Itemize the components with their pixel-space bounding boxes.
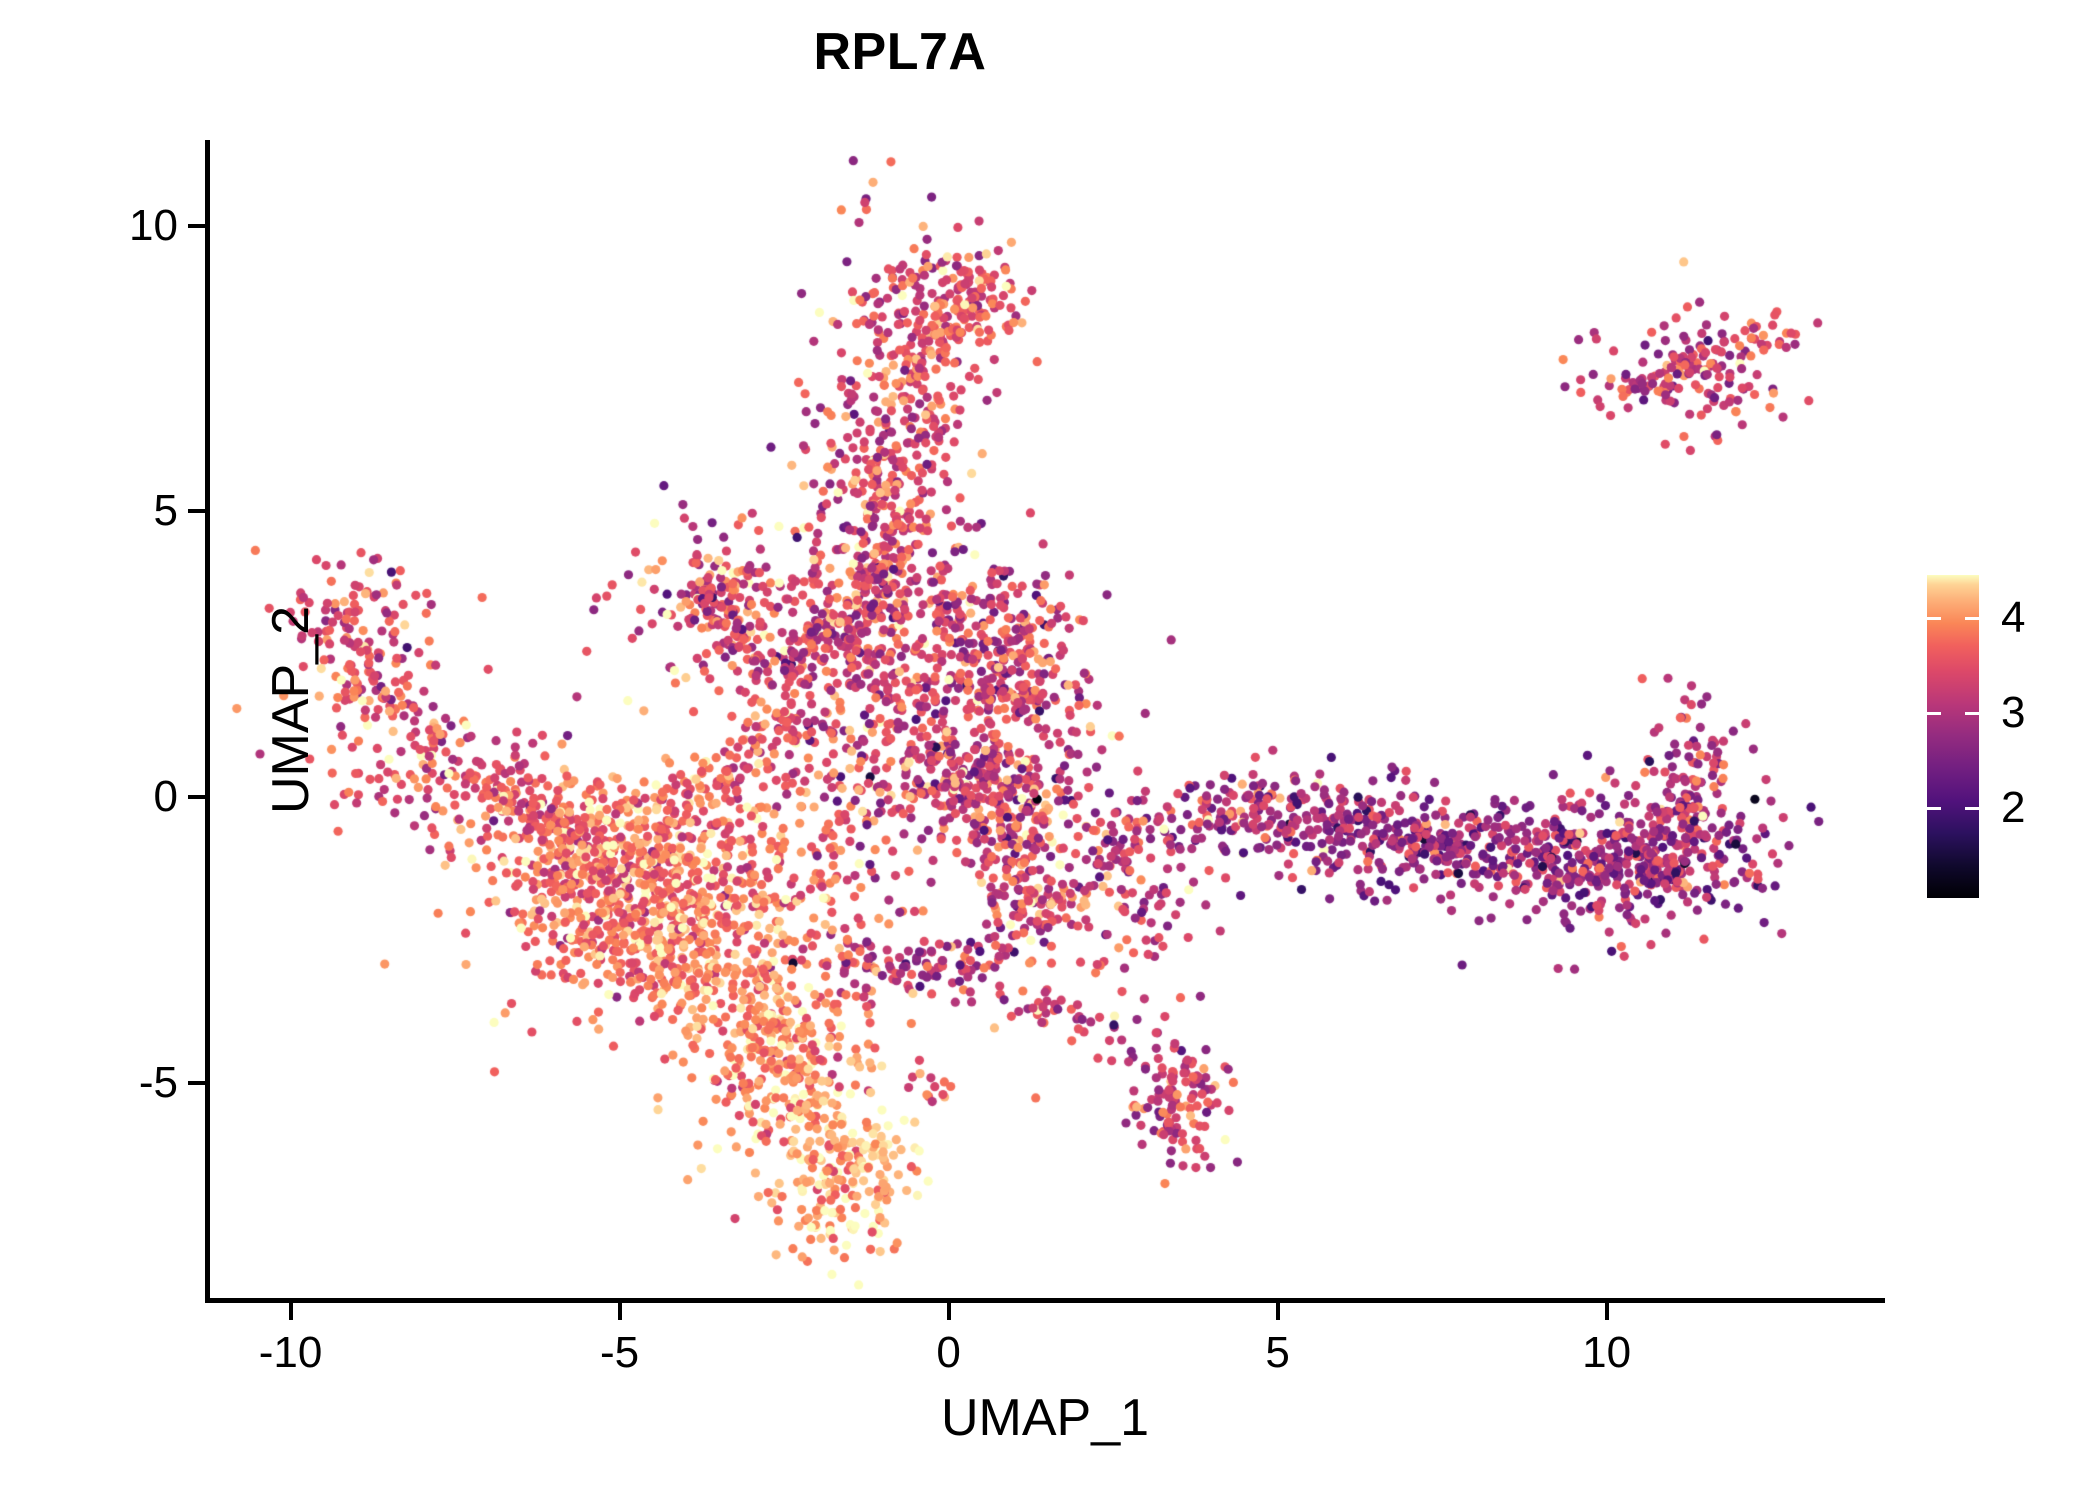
colorbar-tick-mark (1965, 616, 1979, 620)
x-axis-label: UMAP_1 (940, 1389, 1150, 1447)
x-tick-label: -10 (258, 1328, 323, 1377)
x-tick-label: -5 (600, 1328, 640, 1377)
y-tick-mark (188, 1080, 205, 1085)
colorbar-gradient (1927, 575, 1979, 898)
x-tick-mark (288, 1303, 293, 1320)
y-tick-label: 0 (153, 772, 178, 822)
scatter-points-layer (205, 140, 1883, 1300)
colorbar-tick-mark (1927, 806, 1941, 810)
y-tick-mark (188, 795, 205, 800)
colorbar-tick-mark (1927, 616, 1941, 620)
colorbar-tick-mark (1965, 806, 1979, 810)
x-tick-label: 0 (936, 1328, 961, 1377)
y-tick-mark (188, 223, 205, 228)
x-tick-mark (1604, 1303, 1609, 1320)
x-tick-mark (1275, 1303, 1280, 1320)
y-axis-line (205, 140, 210, 1302)
colorbar-legend (1927, 575, 1979, 898)
y-tick-label: 5 (153, 486, 178, 536)
y-tick-mark (188, 509, 205, 514)
colorbar-tick-label: 3 (2001, 687, 2026, 737)
plot-panel (205, 140, 1883, 1300)
page-title: RPL7A (813, 23, 987, 81)
y-axis-label: UMAP_2 (262, 605, 320, 815)
y-tick-label: -5 (138, 1057, 178, 1107)
x-axis-line (205, 1298, 1885, 1303)
colorbar-tick-label: 4 (2001, 592, 2026, 642)
colorbar-tick-mark (1927, 711, 1941, 715)
x-tick-label: 10 (1582, 1328, 1632, 1377)
y-tick-label: 10 (129, 200, 178, 250)
x-tick-mark (946, 1303, 951, 1320)
colorbar-tick-mark (1965, 711, 1979, 715)
colorbar-tick-label: 2 (2001, 782, 2026, 832)
x-tick-label: 5 (1265, 1328, 1290, 1377)
x-tick-mark (617, 1303, 622, 1320)
